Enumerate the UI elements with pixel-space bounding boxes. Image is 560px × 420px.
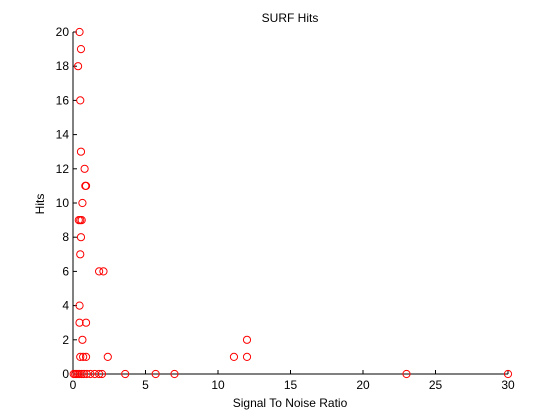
y-tick-label: 10	[56, 196, 70, 210]
data-points	[69, 27, 513, 379]
data-point	[76, 96, 85, 105]
data-point	[79, 369, 88, 379]
y-tick-label: 4	[62, 299, 69, 313]
data-point	[402, 369, 411, 379]
data-point	[86, 369, 95, 379]
y-tick-label: 0	[62, 367, 69, 381]
chart-title: SURF Hits	[262, 11, 319, 25]
data-point	[82, 369, 91, 379]
y-axis-label: Hits	[33, 194, 47, 215]
data-point	[170, 369, 179, 379]
y-tick-label: 16	[56, 93, 70, 107]
data-point	[81, 181, 91, 190]
y-tick-label: 20	[56, 25, 70, 39]
data-point	[242, 335, 252, 344]
y-tick-label: 6	[62, 264, 69, 278]
y-tick-label: 2	[62, 333, 69, 347]
data-point	[151, 369, 160, 379]
x-tick-label: 25	[429, 378, 443, 392]
data-point	[77, 216, 86, 225]
data-point	[121, 369, 130, 379]
data-point	[503, 369, 513, 379]
y-tick-label: 14	[56, 128, 70, 142]
data-point	[73, 62, 83, 71]
data-point	[75, 301, 84, 310]
data-point	[75, 318, 84, 327]
data-point	[78, 198, 87, 208]
x-tick-label: 5	[142, 378, 149, 392]
data-point	[78, 335, 87, 344]
data-point	[81, 318, 91, 327]
y-tick-label: 12	[56, 162, 70, 176]
x-tick-label: 0	[70, 378, 77, 392]
x-tick-label: 15	[284, 378, 298, 392]
data-point	[229, 352, 239, 361]
data-point	[76, 233, 86, 242]
data-point	[95, 369, 104, 379]
x-tick-label: 10	[211, 378, 225, 392]
data-point	[76, 250, 85, 259]
data-point	[80, 164, 89, 173]
data-point	[75, 27, 84, 37]
x-tick-label: 20	[356, 378, 370, 392]
data-point	[99, 267, 108, 276]
x-tick-label: 30	[501, 378, 515, 392]
data-point	[76, 45, 86, 54]
y-tick-label: 18	[56, 59, 70, 73]
data-point	[77, 369, 86, 379]
data-point	[242, 352, 252, 361]
data-point	[95, 267, 104, 276]
data-point	[76, 147, 86, 156]
data-point	[76, 352, 85, 361]
y-tick-label: 8	[62, 230, 69, 244]
data-point	[103, 352, 112, 361]
axes: 0 5 10 15 20 25 30 0 2 4 6 8 10 12 14 16 18 20	[56, 25, 515, 392]
data-point	[79, 352, 88, 361]
data-point	[81, 352, 91, 361]
x-axis-label: Signal To Noise Ratio	[233, 396, 348, 410]
data-point	[97, 369, 107, 379]
